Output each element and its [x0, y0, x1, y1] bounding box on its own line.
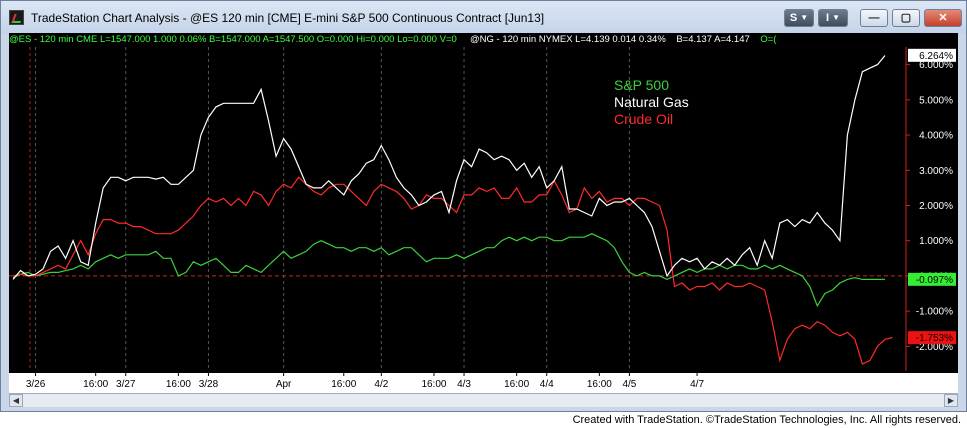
time-axis: 3/26 16:00 3/27 16:00 3/28 Apr 16:00 4/2 16:00 4/…: [9, 373, 958, 393]
x-tick-label: 4/2: [374, 379, 388, 390]
x-tick-label: 3/28: [199, 379, 219, 390]
x-tick-label: 4/5: [622, 379, 636, 390]
maximize-button[interactable]: ▢: [892, 9, 920, 27]
legend: S&P 500 Natural Gas Crude Oil: [614, 77, 689, 128]
x-tick-label: 16:00: [166, 379, 191, 390]
y-tick-label: 2.000%: [919, 201, 953, 212]
maximize-icon: ▢: [900, 12, 912, 24]
style-button-label: S: [789, 12, 798, 24]
y-tick-label: 5.000%: [919, 95, 953, 106]
legend-crude-oil: Crude Oil: [614, 111, 674, 127]
ng-open: O=(: [760, 34, 777, 45]
x-tick-label: 3/26: [26, 379, 46, 390]
x-tick-label: 3/27: [116, 379, 136, 390]
indicator-menu-button[interactable]: I ▼: [818, 9, 848, 27]
ng-bid-ask: B=4.137 A=4.147: [676, 34, 750, 45]
scroll-right-button[interactable]: ▶: [944, 394, 958, 407]
es-status: @ES - 120 min CME L=1547.000 1.000 0.06%…: [9, 34, 457, 45]
time-axis-labels: 3/26 16:00 3/27 16:00 3/28 Apr 16:00 4/2 16:00 4/…: [26, 373, 704, 390]
tradestation-app-icon: [9, 10, 24, 25]
y-tick-label: 1.000%: [919, 236, 953, 247]
series-line-crude-oil: [12, 176, 893, 365]
y-tick-label: -2.000%: [916, 342, 953, 353]
minimize-button[interactable]: —: [860, 9, 888, 27]
minimize-icon: —: [868, 12, 880, 24]
x-tick-label: 16:00: [331, 379, 356, 390]
chart-area[interactable]: @ES - 120 min CME L=1547.000 1.000 0.06%…: [9, 33, 958, 407]
y-tick-label: 4.000%: [919, 131, 953, 142]
y-tick-label: 6.000%: [919, 60, 953, 71]
last-value-badge-text: -0.097%: [916, 275, 953, 286]
series-line-natural-gas: [12, 55, 886, 280]
legend-natural-gas: Natural Gas: [614, 94, 689, 110]
series-line-s-p-500: [12, 233, 886, 308]
x-tick-label: 16:00: [587, 379, 612, 390]
x-tick-label: 4/4: [540, 379, 554, 390]
x-tick-label: 4/3: [457, 379, 471, 390]
x-tick-label: 4/7: [690, 379, 704, 390]
last-value-badge-0: [908, 48, 956, 62]
credit-text: Created with TradeStation. ©TradeStation…: [572, 414, 961, 426]
last-value-badge-text: -1.753%: [916, 333, 953, 344]
last-value-badge-2: [908, 331, 956, 345]
x-tick-label: Apr: [276, 379, 292, 390]
indicator-button-label: I: [826, 12, 830, 24]
scroll-left-button[interactable]: ◀: [9, 394, 23, 407]
legend-sp500: S&P 500: [614, 77, 670, 93]
x-tick-label: 16:00: [421, 379, 446, 390]
last-value-badge-1: [908, 272, 956, 286]
chevron-down-icon: ▼: [832, 13, 840, 22]
status-line: @ES - 120 min CME L=1547.000 1.000 0.06%…: [9, 33, 958, 46]
y-tick-label: 3.000%: [919, 166, 953, 177]
style-menu-button[interactable]: S ▼: [784, 9, 814, 27]
window-title: TradeStation Chart Analysis - @ES 120 mi…: [31, 11, 545, 25]
close-button[interactable]: ✕: [924, 9, 962, 27]
close-icon: ✕: [938, 12, 948, 24]
chevron-down-icon: ▼: [800, 13, 809, 22]
ng-status: @NG - 120 min NYMEX L=4.139 0.014 0.34%: [469, 34, 666, 45]
title-bar[interactable]: TradeStation Chart Analysis - @ES 120 mi…: [1, 1, 966, 34]
x-tick-label: 16:00: [83, 379, 108, 390]
x-tick-label: 16:00: [504, 379, 529, 390]
last-value-badge-text: 6.264%: [919, 51, 953, 62]
price-chart[interactable]: 6.000%5.000%4.000%3.000%2.000%1.000%0.00…: [9, 33, 958, 373]
y-tick-label: -1.000%: [916, 307, 953, 318]
horizontal-scrollbar[interactable]: ◀ ▶: [9, 393, 958, 407]
